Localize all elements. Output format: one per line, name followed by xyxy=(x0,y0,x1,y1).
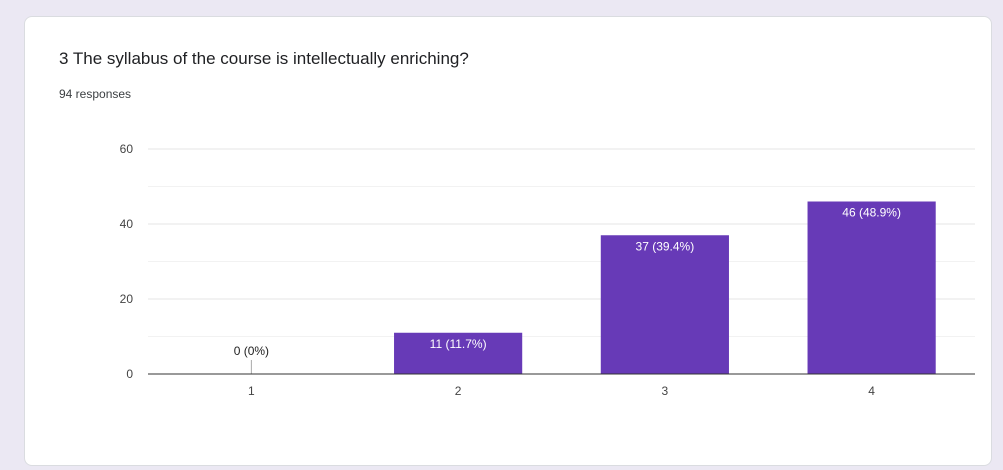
bar-data-label: 0 (0%) xyxy=(234,344,269,358)
response-bar-chart: 0 20 40 60 0 (0%) 1 11 (11.7%) 2 37 (39.4%) 3 46 (… xyxy=(120,142,975,398)
x-tick-label: 3 xyxy=(662,384,669,398)
x-tick-label: 4 xyxy=(868,384,875,398)
bar-data-label: 46 (48.9%) xyxy=(842,206,901,220)
y-tick-label: 40 xyxy=(120,217,134,231)
x-tick-label: 1 xyxy=(248,384,255,398)
x-tick-label: 2 xyxy=(455,384,462,398)
response-count: 94 responses xyxy=(59,87,132,101)
bar-data-label: 11 (11.7%) xyxy=(430,337,487,351)
question-title: 3 The syllabus of the course is intellec… xyxy=(59,49,469,68)
y-tick-label: 60 xyxy=(120,142,134,156)
bar xyxy=(600,235,729,374)
y-tick-label: 0 xyxy=(126,367,133,381)
y-tick-label: 20 xyxy=(120,292,134,306)
bar-data-label: 37 (39.4%) xyxy=(636,239,695,253)
question-card: 3 The syllabus of the course is intellec… xyxy=(24,16,992,466)
bar xyxy=(394,332,523,374)
bar xyxy=(807,201,936,374)
